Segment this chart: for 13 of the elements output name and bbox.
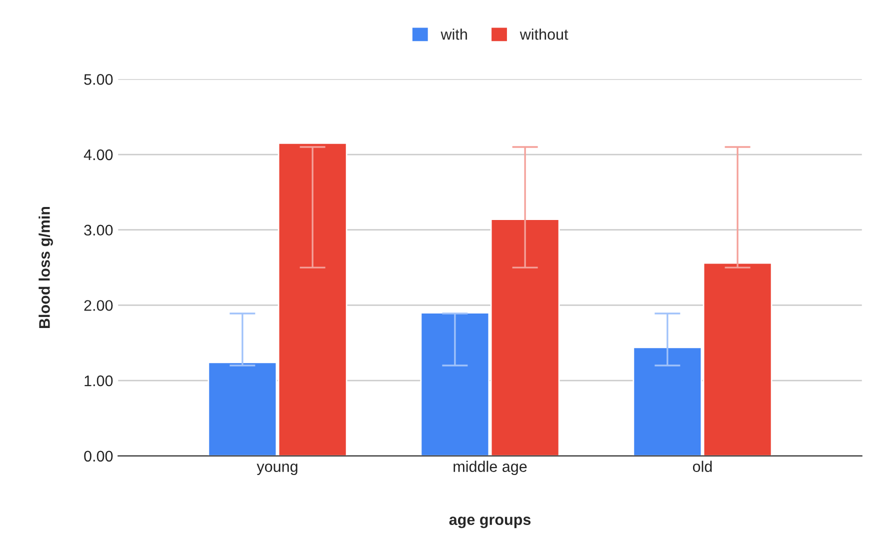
y-tick-label: 1.00 bbox=[84, 375, 113, 386]
y-tick-label: 0.00 bbox=[84, 450, 113, 462]
x-tick-label: old bbox=[692, 460, 712, 472]
legend-label: with bbox=[440, 28, 467, 40]
y-tick-label: 5.00 bbox=[84, 74, 113, 85]
y-axis-title: Blood loss g/min bbox=[38, 206, 53, 328]
y-tick-label: 2.00 bbox=[84, 300, 113, 311]
y-tick-label: 4.00 bbox=[84, 149, 113, 160]
x-tick-label: young bbox=[256, 464, 298, 476]
legend-label: without bbox=[520, 28, 568, 40]
y-tick-label: 3.00 bbox=[84, 224, 113, 236]
x-axis-title: age groups bbox=[449, 516, 531, 528]
x-tick-label: middle age bbox=[454, 460, 527, 476]
